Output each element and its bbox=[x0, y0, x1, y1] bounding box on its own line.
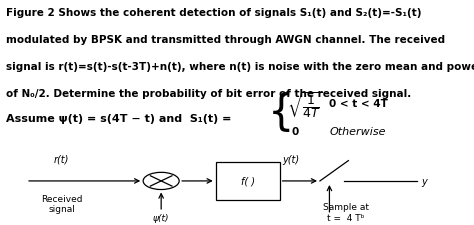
Text: 0 < t < 4T: 0 < t < 4T bbox=[329, 99, 388, 108]
Text: r(t): r(t) bbox=[54, 154, 69, 164]
Text: f( ): f( ) bbox=[241, 176, 255, 186]
Text: Received
signal: Received signal bbox=[41, 194, 82, 213]
Text: signal is r(t)=s(t)-s(t-3T)+n(t), where n(t) is noise with the zero mean and pow: signal is r(t)=s(t)-s(t-3T)+n(t), where … bbox=[6, 62, 474, 72]
Text: 0: 0 bbox=[291, 127, 298, 137]
Text: modulated by BPSK and transmitted through AWGN channel. The received: modulated by BPSK and transmitted throug… bbox=[6, 35, 445, 45]
FancyBboxPatch shape bbox=[216, 162, 280, 200]
Text: ψ(t): ψ(t) bbox=[153, 213, 169, 222]
Text: Otherwise: Otherwise bbox=[329, 127, 386, 137]
Text: Assume ψ(t) = s(4T − t) and  S₁(t) =: Assume ψ(t) = s(4T − t) and S₁(t) = bbox=[6, 114, 231, 124]
Text: y: y bbox=[421, 176, 427, 186]
Text: Figure 2 Shows the coherent detection of signals S₁(t) and S₂(t)=-S₁(t): Figure 2 Shows the coherent detection of… bbox=[6, 8, 421, 18]
Text: {: { bbox=[268, 92, 294, 133]
Text: $\sqrt{\dfrac{1}{4T}}$: $\sqrt{\dfrac{1}{4T}}$ bbox=[287, 90, 323, 119]
Text: Sample at
t =  4 Tᵇ: Sample at t = 4 Tᵇ bbox=[323, 202, 369, 222]
Text: y(t): y(t) bbox=[282, 154, 299, 164]
Text: of N₀/2. Determine the probability of bit error of the received signal.: of N₀/2. Determine the probability of bi… bbox=[6, 89, 411, 99]
